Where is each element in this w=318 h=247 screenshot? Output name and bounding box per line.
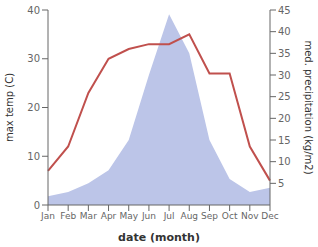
svg-text:Jan: Jan bbox=[40, 211, 55, 221]
svg-text:May: May bbox=[119, 211, 138, 221]
svg-text:10: 10 bbox=[27, 151, 40, 162]
svg-text:Aug: Aug bbox=[180, 211, 198, 221]
svg-text:med. precipitation (kg/m2): med. precipitation (kg/m2) bbox=[303, 40, 310, 174]
svg-text:0: 0 bbox=[34, 200, 40, 211]
svg-text:Oct: Oct bbox=[222, 211, 238, 221]
svg-text:max temp (C): max temp (C) bbox=[8, 73, 15, 142]
svg-text:Nov: Nov bbox=[241, 211, 259, 221]
svg-text:Sep: Sep bbox=[201, 211, 218, 221]
svg-text:15: 15 bbox=[278, 135, 291, 146]
svg-text:10: 10 bbox=[278, 156, 291, 167]
svg-text:Apr: Apr bbox=[101, 211, 117, 221]
svg-text:20: 20 bbox=[278, 113, 291, 124]
svg-text:25: 25 bbox=[278, 91, 291, 102]
svg-text:35: 35 bbox=[278, 48, 291, 59]
svg-text:30: 30 bbox=[278, 70, 291, 81]
svg-text:45: 45 bbox=[278, 5, 291, 16]
svg-text:Jun: Jun bbox=[141, 211, 156, 221]
svg-text:40: 40 bbox=[278, 26, 291, 37]
svg-text:Dec: Dec bbox=[261, 211, 278, 221]
svg-text:Feb: Feb bbox=[60, 211, 76, 221]
svg-text:Jul: Jul bbox=[163, 211, 175, 221]
svg-text:20: 20 bbox=[27, 102, 40, 113]
svg-text:40: 40 bbox=[27, 5, 40, 16]
svg-text:30: 30 bbox=[27, 53, 40, 64]
svg-text:date (month): date (month) bbox=[118, 231, 200, 244]
svg-text:Mar: Mar bbox=[80, 211, 97, 221]
svg-text:5: 5 bbox=[278, 178, 284, 189]
